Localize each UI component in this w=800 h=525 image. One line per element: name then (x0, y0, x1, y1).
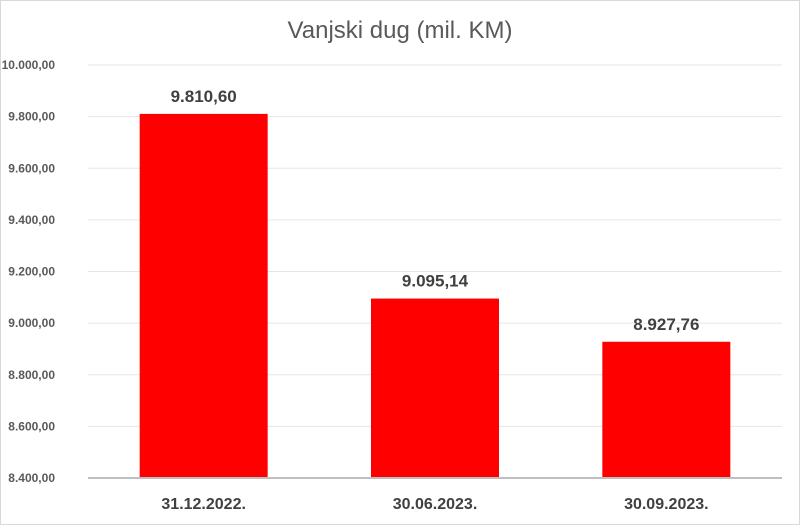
y-tick-label: 9.000,00 (8, 316, 55, 330)
y-tick-label: 8.800,00 (8, 368, 55, 382)
bar (602, 341, 731, 478)
data-label: 9.810,60 (171, 87, 237, 106)
y-tick-label: 9.400,00 (8, 213, 55, 227)
data-label: 8.927,76 (633, 315, 699, 334)
y-tick-label: 10.000,00 (2, 58, 56, 72)
x-tick-label: 30.06.2023. (393, 496, 478, 513)
y-tick-label: 9.600,00 (8, 161, 55, 175)
y-tick-label: 8.400,00 (8, 471, 55, 485)
y-tick-label: 8.600,00 (8, 419, 55, 433)
data-label: 9.095,14 (402, 272, 469, 291)
y-tick-label: 9.800,00 (8, 110, 55, 124)
x-tick-label: 31.12.2022. (161, 496, 246, 513)
x-tick-label: 30.09.2023. (624, 496, 709, 513)
y-tick-label: 9.200,00 (8, 265, 55, 279)
chart-title: Vanjski dug (mil. KM) (288, 17, 513, 44)
bar (371, 298, 499, 478)
bar (139, 113, 268, 478)
